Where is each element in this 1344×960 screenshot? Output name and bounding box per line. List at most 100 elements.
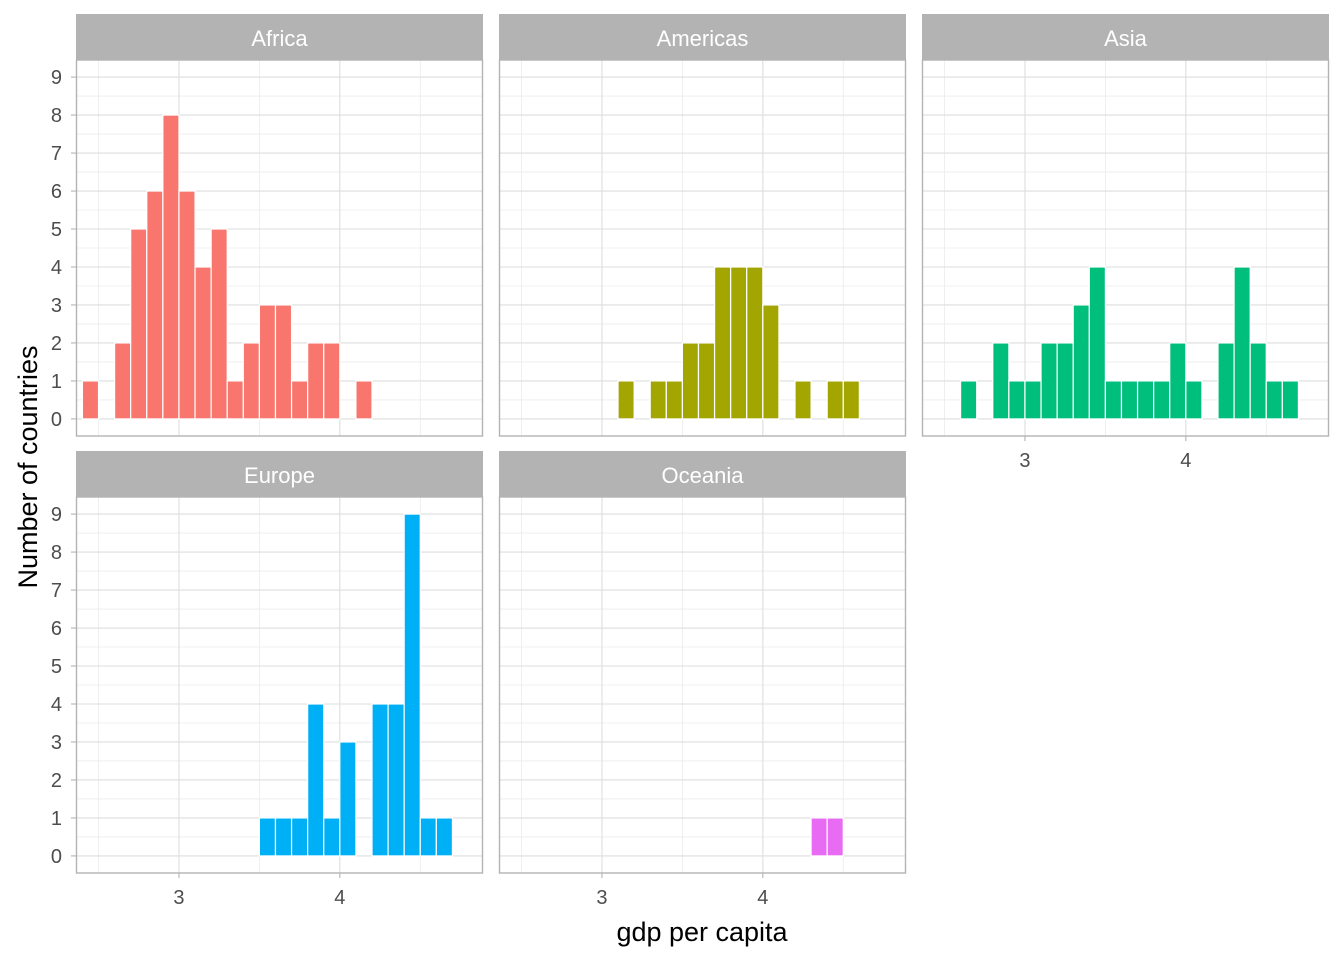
histogram-bar xyxy=(617,380,635,420)
y-tick-label: 5 xyxy=(51,219,62,241)
y-tick-label: 4 xyxy=(51,694,62,716)
histogram-bar xyxy=(81,380,100,420)
y-axis-title: Number of countries xyxy=(13,345,43,588)
y-tick-label: 1 xyxy=(51,808,62,830)
histogram-bar xyxy=(1136,380,1155,420)
y-tick-label: 9 xyxy=(51,67,62,89)
facets-layer: Africa 0 1 2 3 4 5 6 7 8 9 Americas Asia 3 4 Europe 0 1 2 3… xyxy=(51,14,1330,909)
histogram-bar xyxy=(323,342,341,420)
histogram-bar xyxy=(1040,342,1058,420)
facet-strip-label: Africa xyxy=(251,26,308,51)
histogram-bar xyxy=(162,114,180,420)
x-tick-label: 4 xyxy=(757,887,768,909)
histogram-bar xyxy=(746,266,764,420)
facet-europe: Europe 0 1 2 3 4 5 6 7 8 9 3 4 xyxy=(51,451,484,909)
y-tick-label: 7 xyxy=(51,580,62,602)
histogram-bar xyxy=(1233,266,1251,420)
histogram-bar xyxy=(146,190,164,420)
histogram-bar xyxy=(665,380,683,420)
facet-strip xyxy=(76,14,483,60)
histogram-bar xyxy=(794,380,812,420)
facet-strip xyxy=(922,14,1329,60)
y-tick-label: 4 xyxy=(51,257,62,279)
histogram-bar xyxy=(130,228,148,420)
x-tick-label: 3 xyxy=(596,887,607,909)
y-tick-label: 6 xyxy=(51,181,62,203)
facet-asia: Asia 3 4 xyxy=(921,14,1330,472)
histogram-bar xyxy=(307,703,325,857)
histogram-bar xyxy=(1104,380,1123,420)
histogram-bar xyxy=(730,266,748,420)
y-tick-label: 2 xyxy=(51,333,62,355)
x-axis-title: gdp per capita xyxy=(616,917,788,947)
histogram-bar xyxy=(323,817,341,857)
histogram-bar xyxy=(339,741,357,857)
histogram-bar xyxy=(842,380,860,420)
facet-strip xyxy=(76,451,483,497)
histogram-bar xyxy=(355,380,373,420)
histogram-bar xyxy=(178,190,196,420)
histogram-bar xyxy=(226,380,244,420)
histogram-bar xyxy=(371,703,389,857)
y-tick-label: 8 xyxy=(51,105,62,127)
y-tick-label: 3 xyxy=(51,732,62,754)
histogram-bar xyxy=(210,228,228,420)
histogram-bar xyxy=(1024,380,1042,420)
y-tick-label: 0 xyxy=(51,846,62,868)
histogram-bar xyxy=(403,513,421,857)
histogram-bar xyxy=(435,817,454,857)
histogram-bar xyxy=(1265,380,1283,420)
histogram-bar xyxy=(258,304,277,420)
histogram-bar xyxy=(1217,342,1235,420)
x-tick-label: 4 xyxy=(1180,450,1191,472)
histogram-bar xyxy=(1072,304,1090,420)
histogram-bar xyxy=(194,266,212,420)
facet-americas: Americas xyxy=(498,14,907,437)
y-tick-label: 1 xyxy=(51,371,62,393)
histogram-bar xyxy=(681,342,700,420)
x-tick-label: 4 xyxy=(334,887,345,909)
facet-strip xyxy=(499,451,906,497)
histogram-bar xyxy=(826,817,844,857)
histogram-bar xyxy=(387,703,405,857)
y-tick-label: 2 xyxy=(51,770,62,792)
y-tick-label: 3 xyxy=(51,295,62,317)
y-tick-label: 9 xyxy=(51,504,62,526)
facet-strip-label: Asia xyxy=(1104,26,1148,51)
histogram-bar xyxy=(290,380,309,420)
histogram-bar xyxy=(1088,266,1106,420)
histogram-bar xyxy=(419,817,437,857)
histogram-bar xyxy=(697,342,716,420)
facet-oceania: Oceania 3 4 xyxy=(498,451,907,909)
histogram-bar xyxy=(1008,380,1026,420)
facet-strip-label: Europe xyxy=(244,463,315,488)
facet-strip xyxy=(499,14,906,60)
y-tick-label: 6 xyxy=(51,618,62,640)
facet-strip-label: Americas xyxy=(657,26,749,51)
x-tick-label: 3 xyxy=(1019,450,1030,472)
histogram-bar xyxy=(810,817,828,857)
x-tick-label: 3 xyxy=(173,887,184,909)
histogram-bar xyxy=(826,380,844,420)
facet-strip-label: Oceania xyxy=(662,463,745,488)
histogram-bar xyxy=(274,304,293,420)
histogram-bar xyxy=(290,817,309,857)
y-tick-label: 5 xyxy=(51,656,62,678)
histogram-bar xyxy=(992,342,1010,420)
y-tick-label: 0 xyxy=(51,409,62,431)
histogram-bar xyxy=(274,817,293,857)
histogram-bar xyxy=(762,304,780,420)
y-tick-label: 8 xyxy=(51,542,62,564)
histogram-bar xyxy=(649,380,667,420)
histogram-bar xyxy=(1249,342,1267,420)
histogram-bar xyxy=(307,342,325,420)
histogram-bar xyxy=(960,380,978,420)
histogram-bar xyxy=(1281,380,1300,420)
histogram-bar xyxy=(242,342,260,420)
y-tick-label: 7 xyxy=(51,143,62,165)
histogram-bar xyxy=(1185,380,1203,420)
histogram-bar xyxy=(258,817,277,857)
histogram-bar xyxy=(1169,342,1187,420)
